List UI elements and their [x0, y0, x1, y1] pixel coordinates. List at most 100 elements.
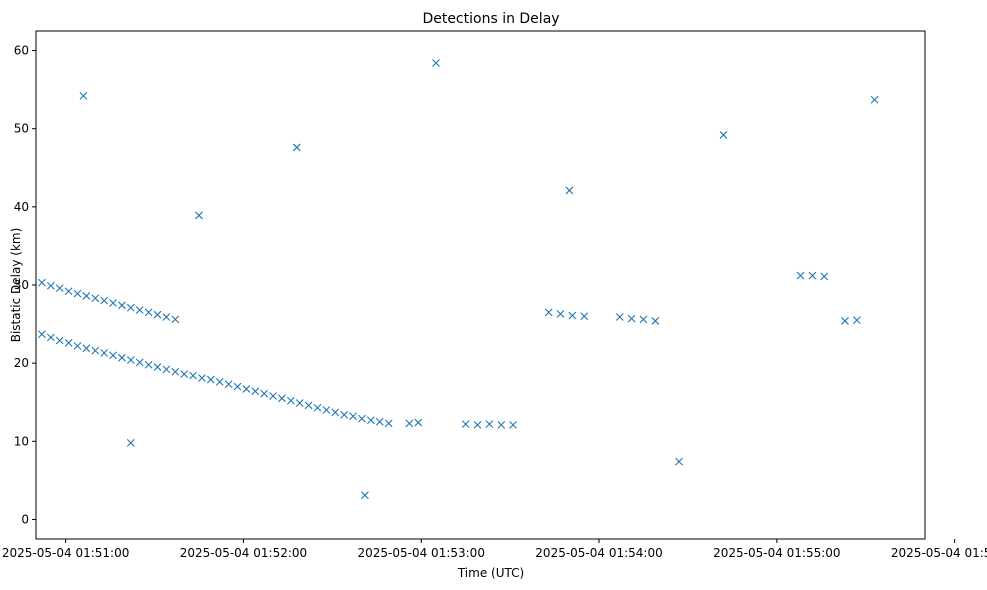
data-point [651, 317, 660, 325]
data-point [126, 356, 135, 364]
data-point [162, 313, 171, 321]
data-point [100, 296, 109, 305]
data-point [206, 375, 215, 384]
data-point [79, 91, 88, 100]
data-point [384, 419, 393, 428]
data-point [260, 389, 269, 398]
data-point [64, 287, 73, 296]
data-point [405, 419, 414, 428]
data-point [580, 312, 589, 321]
data-point [473, 421, 482, 429]
y-axis-label: Bistatic Delay (km) [9, 228, 23, 343]
data-point [91, 346, 100, 355]
data-point [242, 385, 251, 393]
x-tick-label: 2025-05-04 01:55:00 [713, 546, 840, 560]
data-point [841, 317, 849, 325]
data-point [485, 420, 494, 429]
data-point [118, 353, 126, 362]
data-point [544, 308, 553, 317]
data-point [366, 416, 375, 425]
data-point [46, 333, 55, 342]
data-point [639, 315, 648, 324]
data-point [796, 271, 805, 280]
data-point [292, 143, 301, 152]
data-point [55, 284, 64, 293]
data-point [82, 292, 91, 300]
data-point [189, 371, 197, 380]
data-point [46, 281, 55, 290]
data-point [233, 382, 242, 391]
data-point [615, 313, 624, 321]
plot-frame [35, 30, 926, 540]
data-point [295, 399, 304, 407]
chart-title: Detections in Delay [422, 11, 559, 27]
data-point [153, 363, 162, 371]
x-tick-label: 2025-05-04 01:56:00 [891, 546, 987, 560]
data-point [286, 396, 295, 405]
data-point [126, 303, 135, 312]
data-point [269, 392, 277, 400]
data-point [215, 378, 224, 386]
x-tick-label: 2025-05-04 01:51:00 [2, 546, 129, 560]
data-point [198, 374, 206, 382]
data-point [73, 289, 82, 298]
data-point [109, 299, 117, 307]
data-point [251, 387, 260, 396]
y-tick-label: 20 [14, 356, 29, 370]
y-tick-label: 40 [14, 200, 29, 214]
y-tick-label: 30 [14, 278, 29, 292]
data-point [38, 278, 46, 287]
data-point [313, 403, 322, 412]
data-point [144, 360, 153, 369]
data-point [73, 342, 82, 350]
data-point [568, 311, 577, 320]
data-point [349, 412, 357, 421]
data-point [55, 336, 64, 345]
data-point [375, 417, 384, 426]
data-point [358, 414, 366, 423]
data-point [144, 308, 153, 317]
data-point [497, 421, 506, 429]
data-point [461, 420, 470, 429]
data-point [340, 410, 349, 419]
data-point [64, 338, 73, 347]
x-tick-label: 2025-05-04 01:54:00 [535, 546, 662, 560]
data-point [556, 310, 565, 318]
data-point [870, 95, 879, 104]
data-point [180, 370, 189, 378]
data-point [135, 306, 144, 314]
data-point [118, 301, 126, 310]
data-point [719, 131, 728, 139]
data-point [509, 421, 517, 429]
data-point [808, 271, 817, 280]
x-axis-label: Time (UTC) [457, 566, 524, 580]
y-tick-label: 50 [14, 122, 29, 136]
y-tick-label: 60 [14, 44, 29, 58]
data-point [852, 316, 861, 325]
data-point [126, 438, 135, 447]
data-point [820, 272, 829, 281]
data-point [675, 457, 683, 466]
data-point [100, 349, 109, 357]
data-point [565, 186, 574, 195]
data-point [91, 294, 100, 303]
x-axis-ticks: 2025-05-04 01:51:00 2025-05-04 01:52:00 20… [2, 539, 987, 560]
data-point [331, 408, 340, 417]
data-point [171, 367, 180, 376]
data-point [195, 211, 203, 220]
data-point [304, 401, 313, 410]
data-point [153, 310, 162, 319]
data-point [224, 380, 233, 389]
data-point [171, 315, 180, 324]
data-point [38, 330, 46, 339]
data-point [82, 344, 91, 353]
data-point [627, 314, 636, 323]
data-point [109, 351, 117, 360]
data-point [135, 358, 144, 367]
data-point [432, 59, 440, 67]
data-point [278, 394, 286, 403]
data-marks [38, 59, 879, 500]
y-axis-ticks: 0 10 20 30 40 50 60 [14, 44, 36, 526]
x-tick-label: 2025-05-04 01:52:00 [180, 546, 307, 560]
